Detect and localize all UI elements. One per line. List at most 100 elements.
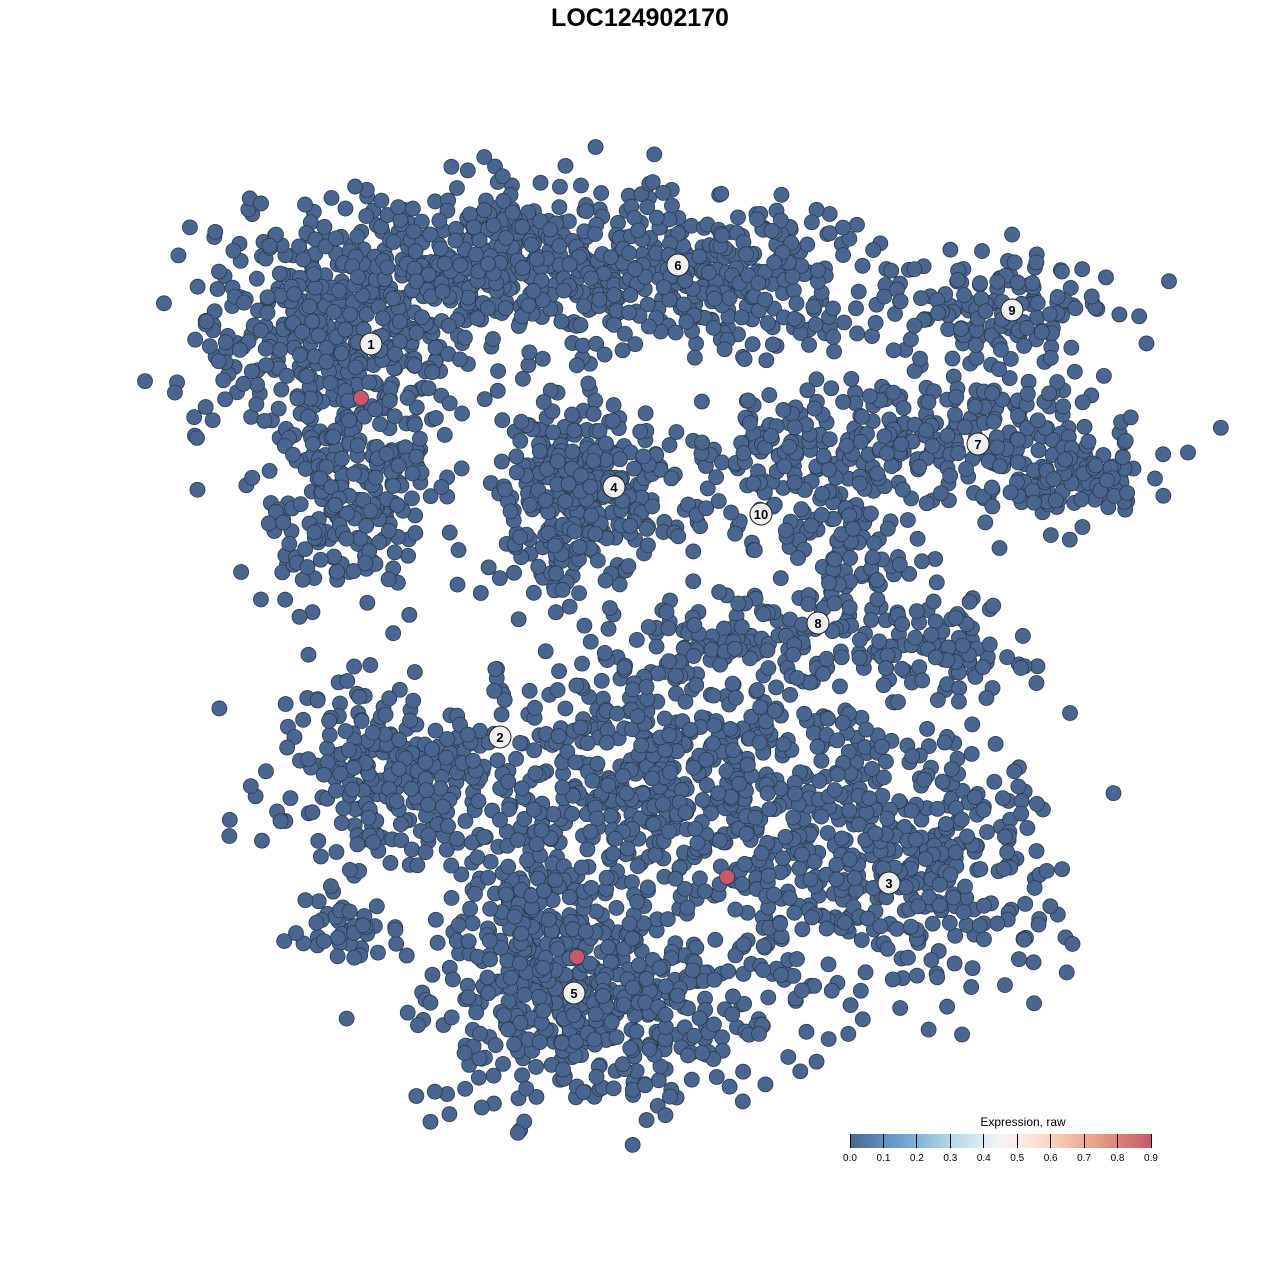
data-point	[468, 1004, 485, 1021]
data-point	[1024, 275, 1041, 291]
data-point	[627, 261, 644, 278]
data-point	[894, 481, 911, 498]
data-point	[725, 988, 741, 1005]
data-point	[885, 384, 902, 401]
data-point	[975, 802, 992, 818]
data-point	[452, 257, 469, 273]
data-point	[304, 804, 321, 821]
data-point	[1016, 931, 1033, 948]
data-point	[316, 219, 333, 235]
data-point	[705, 687, 722, 704]
data-point	[385, 625, 402, 642]
data-point	[736, 351, 753, 367]
data-point	[516, 987, 533, 1003]
data-point	[504, 204, 521, 221]
legend-tick-label: 0.3	[943, 1153, 958, 1164]
data-point	[877, 660, 894, 677]
data-point	[403, 780, 420, 797]
data-point	[593, 672, 610, 689]
data-point	[1074, 394, 1091, 411]
data-point	[961, 593, 978, 610]
data-point	[786, 310, 803, 327]
data-point	[328, 782, 344, 799]
data-point	[1057, 451, 1073, 468]
data-point	[772, 570, 789, 587]
data-point	[787, 785, 803, 802]
data-point	[510, 611, 527, 628]
data-point	[761, 387, 778, 403]
data-point	[1061, 531, 1078, 548]
data-point	[605, 845, 621, 862]
data-point	[420, 796, 436, 813]
data-point	[859, 910, 876, 927]
data-point	[551, 663, 567, 680]
data-point	[932, 485, 949, 502]
data-point	[879, 520, 896, 537]
data-point	[637, 1077, 654, 1094]
data-point	[648, 209, 665, 226]
data-point	[885, 342, 902, 359]
data-point	[506, 1036, 523, 1053]
data-point	[399, 390, 416, 406]
data-point	[497, 481, 513, 498]
data-point	[564, 443, 581, 460]
data-point	[661, 823, 677, 840]
legend-tick-mark	[1016, 1134, 1018, 1148]
data-point	[587, 392, 604, 409]
data-point	[910, 898, 927, 915]
data-point	[687, 820, 704, 837]
data-point	[371, 534, 388, 551]
data-point	[602, 249, 619, 266]
data-point	[406, 357, 423, 374]
data-point	[1095, 367, 1112, 384]
data-point	[903, 802, 920, 819]
data-point	[525, 283, 542, 299]
data-point	[650, 665, 666, 682]
data-point	[512, 735, 529, 751]
data-point	[527, 765, 544, 782]
data-point	[460, 933, 477, 950]
data-point	[508, 750, 524, 767]
data-point	[260, 515, 277, 532]
data-point	[551, 199, 568, 216]
data-point	[605, 412, 621, 429]
data-point	[647, 846, 664, 863]
data-point	[427, 410, 444, 426]
data-point	[730, 209, 746, 226]
data-point	[598, 869, 615, 886]
data-point	[760, 660, 777, 676]
data-point	[766, 886, 782, 903]
data-point	[386, 544, 403, 561]
data-point	[1212, 419, 1229, 436]
data-point	[772, 915, 788, 932]
data-point	[257, 340, 274, 357]
data-point	[443, 890, 460, 906]
data-point	[388, 935, 405, 952]
data-point	[466, 219, 482, 236]
data-point	[808, 1053, 825, 1070]
data-point	[253, 591, 269, 608]
data-point	[959, 828, 976, 845]
data-point	[985, 597, 1002, 614]
data-point	[381, 522, 397, 539]
data-point	[1012, 660, 1029, 676]
data-point	[1004, 226, 1020, 243]
data-point	[337, 723, 354, 739]
data-point	[521, 682, 538, 699]
data-point	[596, 346, 613, 363]
data-point	[907, 831, 924, 848]
data-point	[953, 811, 970, 828]
data-point	[1041, 385, 1057, 402]
data-point	[703, 641, 720, 658]
data-point	[954, 1026, 970, 1043]
data-point	[297, 892, 314, 909]
data-point	[422, 226, 439, 243]
data-point	[345, 563, 362, 579]
data-point	[545, 805, 562, 822]
data-point	[435, 798, 451, 815]
data-point	[410, 1017, 426, 1034]
data-point	[818, 920, 835, 937]
data-point	[684, 962, 701, 979]
data-point	[564, 806, 580, 822]
data-point	[930, 305, 946, 322]
